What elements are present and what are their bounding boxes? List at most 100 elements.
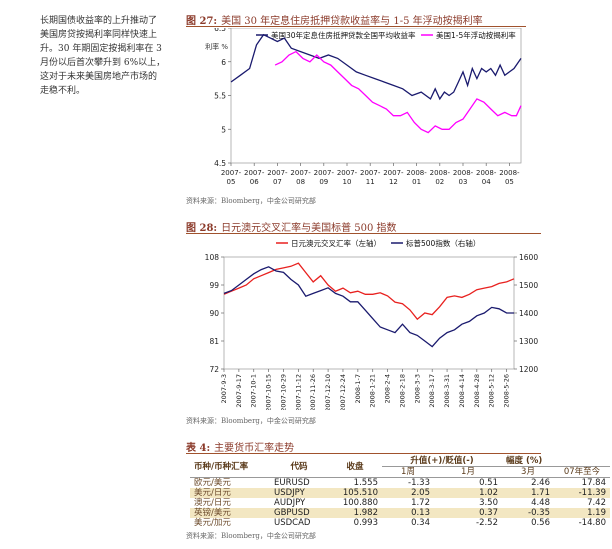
x-tick-label: 2008-3-17 [428, 374, 436, 408]
table-row: 美元/日元 USDJPY 105.510 2.05 1.02 1.71 -11.39 [190, 488, 610, 498]
x-tick-label: 2008-5-26 [503, 374, 511, 408]
x-tick-label: 2007-10-15 [265, 374, 273, 410]
x-tick-label: 2007-08 [290, 169, 311, 186]
table-cell-pair: 英镑/美元 [190, 508, 270, 518]
table-row: 美元/加元 USDCAD 0.993 0.34 -2.52 0.56 -14.80 [190, 518, 610, 528]
table-row: 欧元/美元 EURUSD 1.555 -1.33 0.51 2.46 17.84 [190, 478, 610, 489]
caption-rule [186, 453, 541, 454]
figure-28-title: 日元澳元交叉汇率与美国标普 500 指数 [221, 223, 397, 234]
y-left-tick-label: 90 [209, 309, 219, 318]
table-4-label: 表 4: [186, 443, 211, 454]
legend: 日元澳元交叉汇率（左轴） 标普500指数（右轴） [276, 238, 480, 248]
table-cell-w1: 1.72 [411, 498, 430, 508]
table-cell-pair: 欧元/美元 [194, 478, 231, 488]
table-cell-pair: 澳元/日元 [194, 498, 231, 508]
side-line: 升。30 年期固定按揭利率在 3 [40, 44, 162, 54]
unit-label: 利率 % [205, 42, 228, 51]
col-ytd: 07年至今 [563, 467, 601, 477]
table-cell-close: 0.993 [353, 518, 378, 528]
table-cell-m1: -2.52 [476, 518, 498, 528]
legend-label-a: 日元澳元交叉汇率（左轴） [291, 238, 381, 248]
table-cell-w1: 0.13 [382, 508, 434, 518]
x-tick-label: 2007-9-3 [220, 374, 228, 404]
table-row: 英镑/美元 GBPUSD 1.982 0.13 0.37 -0.35 1.19 [190, 508, 610, 518]
table-cell-m1: 3.50 [479, 498, 498, 508]
y-tick-label: 6.5 [214, 28, 226, 33]
y-left-tick-label: 81 [209, 337, 219, 346]
side-commentary: 长期国债收益率的上升推动了 美国房贷按揭利率同样快速上 升。30 年期固定按揭利… [40, 14, 172, 98]
y-tick-label: 5 [221, 125, 226, 134]
table-cell-ytd: 1.19 [554, 508, 610, 518]
table-4-title: 主要货币汇率走势 [214, 443, 295, 454]
table-cell-ytd: 7.42 [587, 498, 606, 508]
figure-27-source: 资料来源：Bloomberg，中金公司研究部 [186, 197, 316, 205]
table-cell-pair: 美元/日元 [190, 488, 270, 498]
table-cell-code: AUDJPY [274, 498, 306, 508]
table-cell-m3: -0.35 [502, 508, 554, 518]
x-tick-label: 2007-9-17 [235, 374, 243, 408]
x-tick-label: 2008-01 [406, 169, 427, 186]
figure-28-chart: 日元澳元交叉汇率（左轴） 标普500指数（右轴） 72 81 90 99 108 120… [205, 238, 539, 410]
y-tick-label: 6 [221, 58, 226, 67]
table-4-caption: 表 4: 主要货币汇率走势 [186, 439, 294, 454]
table-cell-code: USDCAD [274, 518, 311, 528]
col-code: 代码 [290, 461, 308, 472]
col-1m: 1月 [461, 467, 475, 477]
y-right-tick-label: 1500 [519, 281, 538, 290]
y-left-tick-label: 108 [205, 253, 220, 262]
y-right-tick-label: 1300 [519, 337, 538, 346]
table-cell-code: GBPUSD [270, 508, 328, 518]
table-cell-w1: -1.33 [408, 478, 430, 488]
table-cell-m3: 1.71 [502, 488, 554, 498]
table-cell-m3: 4.48 [531, 498, 550, 508]
table-4-source: 资料来源：Bloomberg，中金公司研究部 [186, 532, 316, 540]
table-cell-ytd: -11.39 [554, 488, 610, 498]
table-cell-ytd: 17.84 [581, 478, 606, 488]
plot-frame [223, 256, 515, 370]
x-tick-label: 2007-07 [267, 169, 288, 186]
x-tick-label: 2007-12-24 [339, 374, 347, 410]
table-subheader-row: 1周 1月 3月 07年至今 [190, 466, 610, 478]
y-right-tick-label: 1600 [519, 253, 538, 262]
legend-label-b: 标普500指数（右轴） [406, 238, 480, 248]
table-cell-w1: 2.05 [382, 488, 434, 498]
table-cell-m1: 0.37 [434, 508, 502, 518]
x-tick-label: 2008-1-7 [354, 374, 362, 404]
side-line: 月份以后首次攀升到 6%以上， [40, 58, 166, 68]
y-right-tick-label: 1400 [519, 309, 538, 318]
x-tick-label: 2008-05 [499, 169, 520, 186]
col-close: 收盘 [346, 461, 364, 472]
table-header-row: 币种/币种汇率 代码 收盘 升值(+)/贬值(-) 幅度 (%) [190, 456, 610, 471]
x-tick-label: 2007-12-10 [324, 374, 332, 410]
table-cell-m1: 0.51 [479, 478, 498, 488]
x-tick-label: 2008-1-21 [369, 374, 377, 408]
table-cell-close: 1.555 [353, 478, 378, 488]
figure-27-caption: 图 27: 美国 30 年定息住房抵押贷款收益率与 1-5 年浮动按揭利率 [186, 12, 483, 27]
x-tick-label: 2007-11-12 [294, 374, 302, 410]
x-tick-label: 2008-2-18 [399, 374, 407, 408]
x-tick-label: 2007-12 [383, 169, 404, 186]
y-tick-label: 4.5 [214, 159, 226, 168]
col-chg-group: 升值(+)/贬值(-) [410, 456, 474, 466]
x-tick-label: 2007-10 [337, 169, 358, 186]
table-cell-close: 1.982 [328, 508, 382, 518]
x-tick-label: 2008-4-28 [473, 374, 481, 408]
fx-table-wrap: 币种/币种汇率 代码 收盘 升值(+)/贬值(-) 幅度 (%) 1周 1月 3… [190, 456, 610, 528]
x-tick-label: 2008-03 [453, 169, 474, 186]
x-tick-label: 2008-3-31 [443, 374, 451, 408]
x-tick-label: 2007-06 [244, 169, 265, 186]
x-tick-label: 2008-02 [430, 169, 451, 186]
x-tick-label: 2008-2-4 [384, 374, 392, 404]
legend-label-a: 美国30年定息住房抵押贷款全国平均收益率 [271, 30, 416, 40]
figure-28-source: 资料来源：Bloomberg，中金公司研究部 [186, 417, 316, 425]
table-cell-m3: 2.46 [531, 478, 550, 488]
col-pair: 币种/币种汇率 [194, 461, 249, 472]
x-tick-label: 2007-10-29 [280, 374, 288, 410]
x-tick-label: 2007-11-26 [309, 374, 317, 410]
table-cell-code: USDJPY [270, 488, 328, 498]
x-tick-label: 2008-04 [476, 169, 497, 186]
table-row: 澳元/日元 AUDJPY 100.880 1.72 3.50 4.48 7.42 [190, 498, 610, 508]
y-right-tick-label: 1200 [519, 365, 538, 374]
y-tick-label: 5.5 [214, 92, 226, 101]
table-cell-code: EURUSD [274, 478, 310, 488]
